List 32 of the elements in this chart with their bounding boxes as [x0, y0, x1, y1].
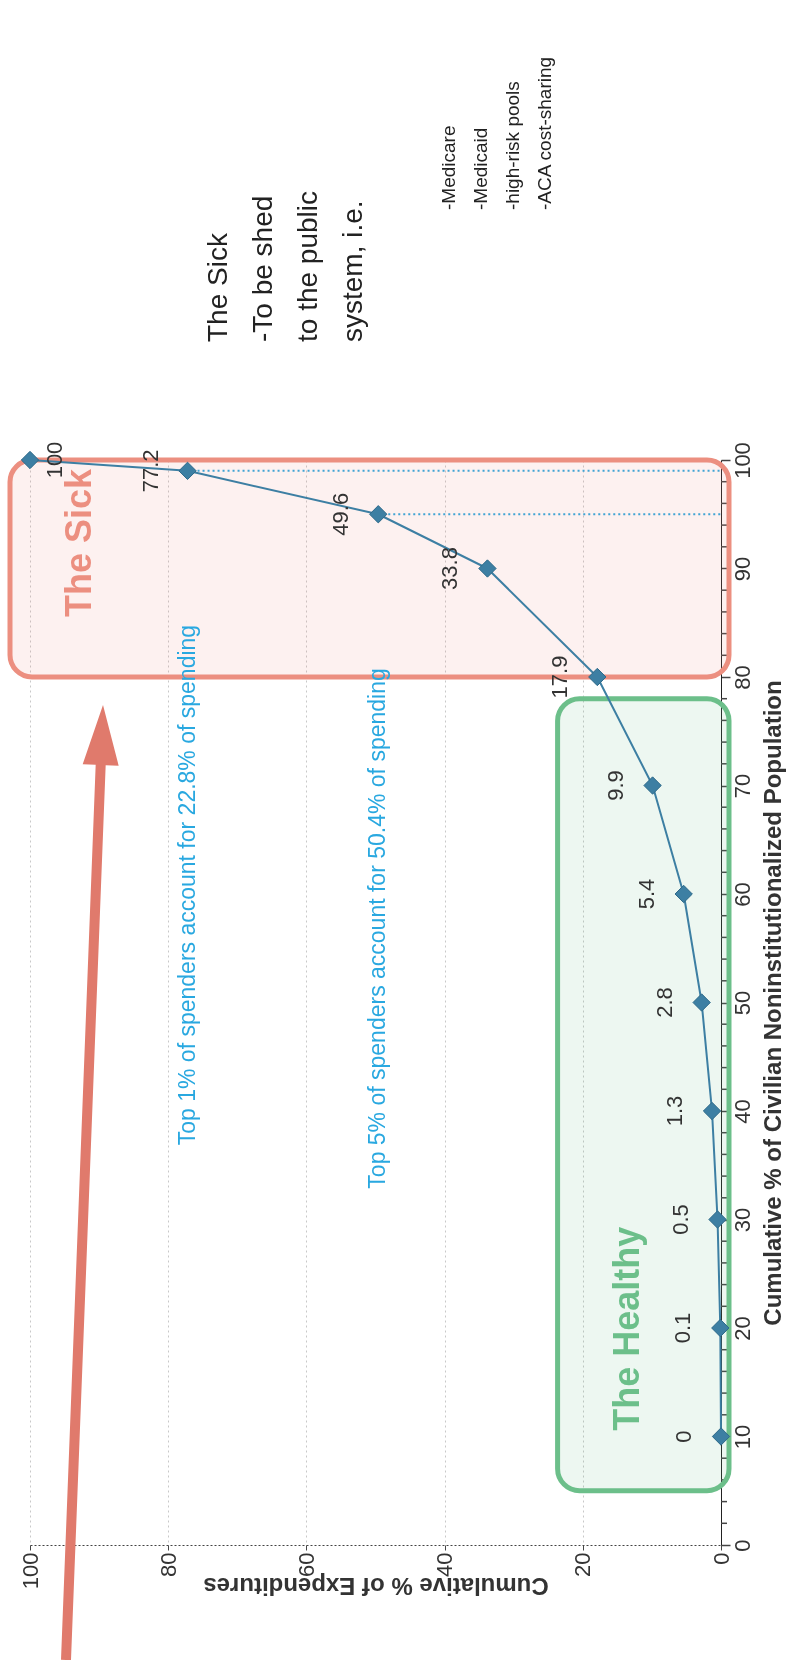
- data-label: 17.9: [547, 655, 573, 699]
- data-label: 77.2: [137, 449, 163, 493]
- data-label: 0.1: [670, 1312, 696, 1344]
- ref-line-label: Top 5% of spenders account for 50.4% of spending: [364, 668, 391, 1189]
- y-tick-label: 40: [729, 1099, 755, 1124]
- y-tick-label: 50: [729, 990, 755, 1016]
- y-tick-label: 100: [729, 442, 755, 479]
- y-tick-label: 10: [729, 1424, 755, 1450]
- y-tick-label: 80: [729, 665, 755, 690]
- x-tick-label: 20: [570, 1552, 596, 1577]
- y-tick-label: 20: [729, 1316, 755, 1341]
- x-tick-label: 100: [17, 1552, 43, 1590]
- y-tick-label: 70: [729, 773, 755, 799]
- data-label: 0.5: [667, 1204, 693, 1235]
- y-tick-label: 30: [729, 1207, 755, 1233]
- data-label: 1.3: [662, 1095, 688, 1127]
- ref-line-label: Top 1% of spenders account for 22.8% of spending: [173, 624, 200, 1146]
- text: The Sick -To be shed to the public system, i.e.: [202, 191, 368, 342]
- y-tick-label: 90: [729, 556, 755, 582]
- data-label: 33.8: [437, 547, 463, 590]
- data-label: 9.9: [602, 770, 628, 801]
- text: -Medicare -Medicaid -high-risk pools -ACA cost-sharing: [438, 56, 555, 210]
- y-tick-label: 60: [729, 882, 755, 907]
- data-label: 49.6: [328, 492, 354, 536]
- band-label: The Healthy: [605, 1226, 647, 1431]
- data-label: 2.8: [651, 987, 677, 1018]
- x-tick-label: 80: [155, 1552, 181, 1577]
- x-tick-label: 0: [708, 1552, 734, 1565]
- data-label: 5.4: [633, 878, 659, 910]
- y-tick-label: 0: [729, 1539, 755, 1552]
- data-label: 0: [671, 1430, 696, 1443]
- y-axis-title: Cumulative % of Civilian Noninstitutionalized Population: [758, 680, 786, 1326]
